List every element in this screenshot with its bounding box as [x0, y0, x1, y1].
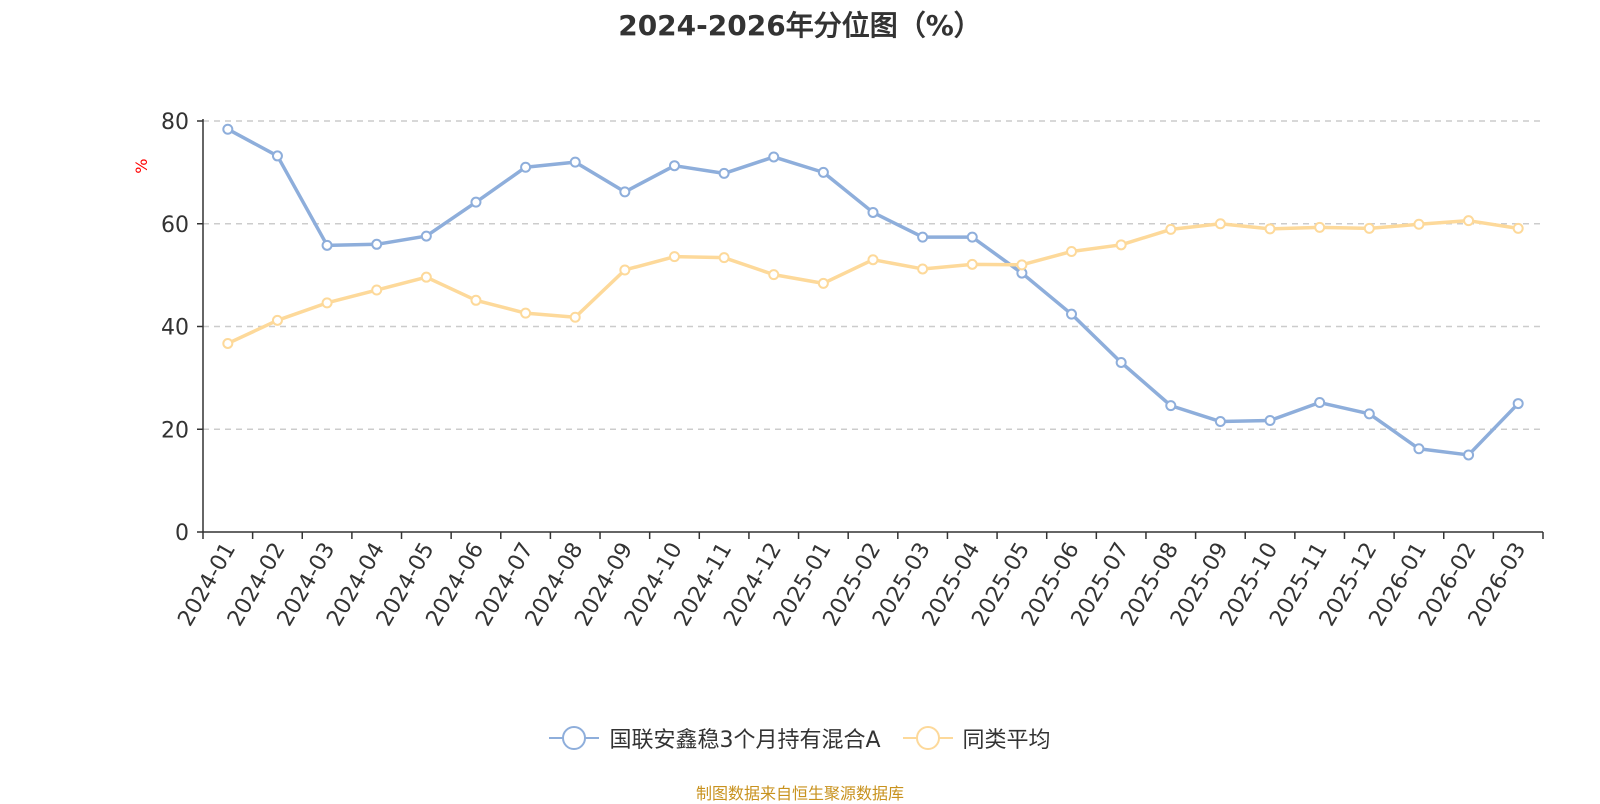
data-point-1 [966, 258, 978, 270]
data-point-1 [619, 264, 631, 276]
data-point-1 [470, 294, 482, 306]
data-point-1 [1016, 259, 1028, 271]
grid-lines [203, 120, 1543, 430]
data-point-1 [1066, 245, 1078, 257]
data-point-0 [1314, 397, 1326, 409]
data-point-1 [1363, 222, 1375, 234]
data-point-0 [966, 231, 978, 243]
data-point-1 [817, 277, 829, 289]
y-tick-label: 20 [161, 418, 189, 443]
data-point-0 [619, 186, 631, 198]
data-point-0 [1363, 408, 1375, 420]
legend-item-category-average[interactable]: 同类平均 [902, 722, 1051, 754]
data-point-0 [668, 160, 680, 172]
data-point-1 [420, 271, 432, 283]
data-point-0 [817, 166, 829, 178]
legend-marker-category-average [902, 726, 953, 750]
data-point-0 [1413, 443, 1425, 455]
series-line-1 [226, 218, 1520, 346]
axes: 020406080%2024-012024-022024-032024-0420… [132, 110, 1544, 631]
data-point-0 [321, 239, 333, 251]
data-point-1 [271, 314, 283, 326]
source-note: 制图数据来自恒生聚源数据库 [695, 784, 904, 803]
data-point-1 [1264, 223, 1276, 235]
data-point-0 [867, 206, 879, 218]
data-point-1 [1463, 215, 1475, 227]
data-point-1 [321, 297, 333, 309]
y-axis-label: % [132, 159, 151, 174]
data-point-1 [1413, 218, 1425, 230]
data-point-0 [917, 231, 929, 243]
data-point-1 [1314, 221, 1326, 233]
data-point-0 [1264, 415, 1276, 427]
data-point-1 [569, 311, 581, 323]
data-point-0 [1115, 356, 1127, 368]
data-point-0 [470, 196, 482, 208]
data-point-1 [520, 307, 532, 319]
data-point-1 [867, 254, 879, 266]
data-point-1 [371, 284, 383, 296]
data-point-0 [371, 238, 383, 250]
data-point-1 [1115, 239, 1127, 251]
data-point-0 [1214, 416, 1226, 428]
data-point-0 [1066, 308, 1078, 320]
series-line-0 [226, 127, 1520, 457]
data-point-1 [1214, 218, 1226, 230]
data-point-0 [420, 230, 432, 242]
data-point-1 [222, 337, 234, 349]
data-point-0 [520, 161, 532, 173]
data-point-0 [1463, 449, 1475, 461]
data-point-0 [271, 150, 283, 162]
y-tick-label: 0 [175, 521, 189, 546]
data-point-0 [1165, 400, 1177, 412]
data-point-1 [718, 252, 730, 264]
data-point-0 [1512, 398, 1524, 410]
data-point-0 [222, 123, 234, 135]
data-point-0 [718, 167, 730, 179]
data-point-1 [1512, 222, 1524, 234]
data-point-1 [917, 263, 929, 275]
y-tick-label: 80 [161, 110, 189, 135]
data-point-0 [768, 151, 780, 163]
data-point-1 [668, 251, 680, 263]
y-tick-label: 60 [161, 213, 189, 238]
data-point-0 [569, 156, 581, 168]
legend-label-fund: 国联安鑫稳3个月持有混合A [609, 728, 881, 753]
chart-title: 2024-2026年分位图（%） [618, 9, 982, 42]
y-tick-label: 40 [161, 316, 189, 341]
legend-item-fund[interactable]: 国联安鑫稳3个月持有混合A [549, 722, 881, 754]
legend-label-category-average: 同类平均 [962, 728, 1051, 753]
series [222, 123, 1524, 461]
data-point-1 [1165, 223, 1177, 235]
data-point-1 [768, 269, 780, 281]
legend-marker-fund [549, 726, 600, 750]
legend[interactable]: 国联安鑫稳3个月持有混合A 同类平均 [0, 722, 1600, 754]
